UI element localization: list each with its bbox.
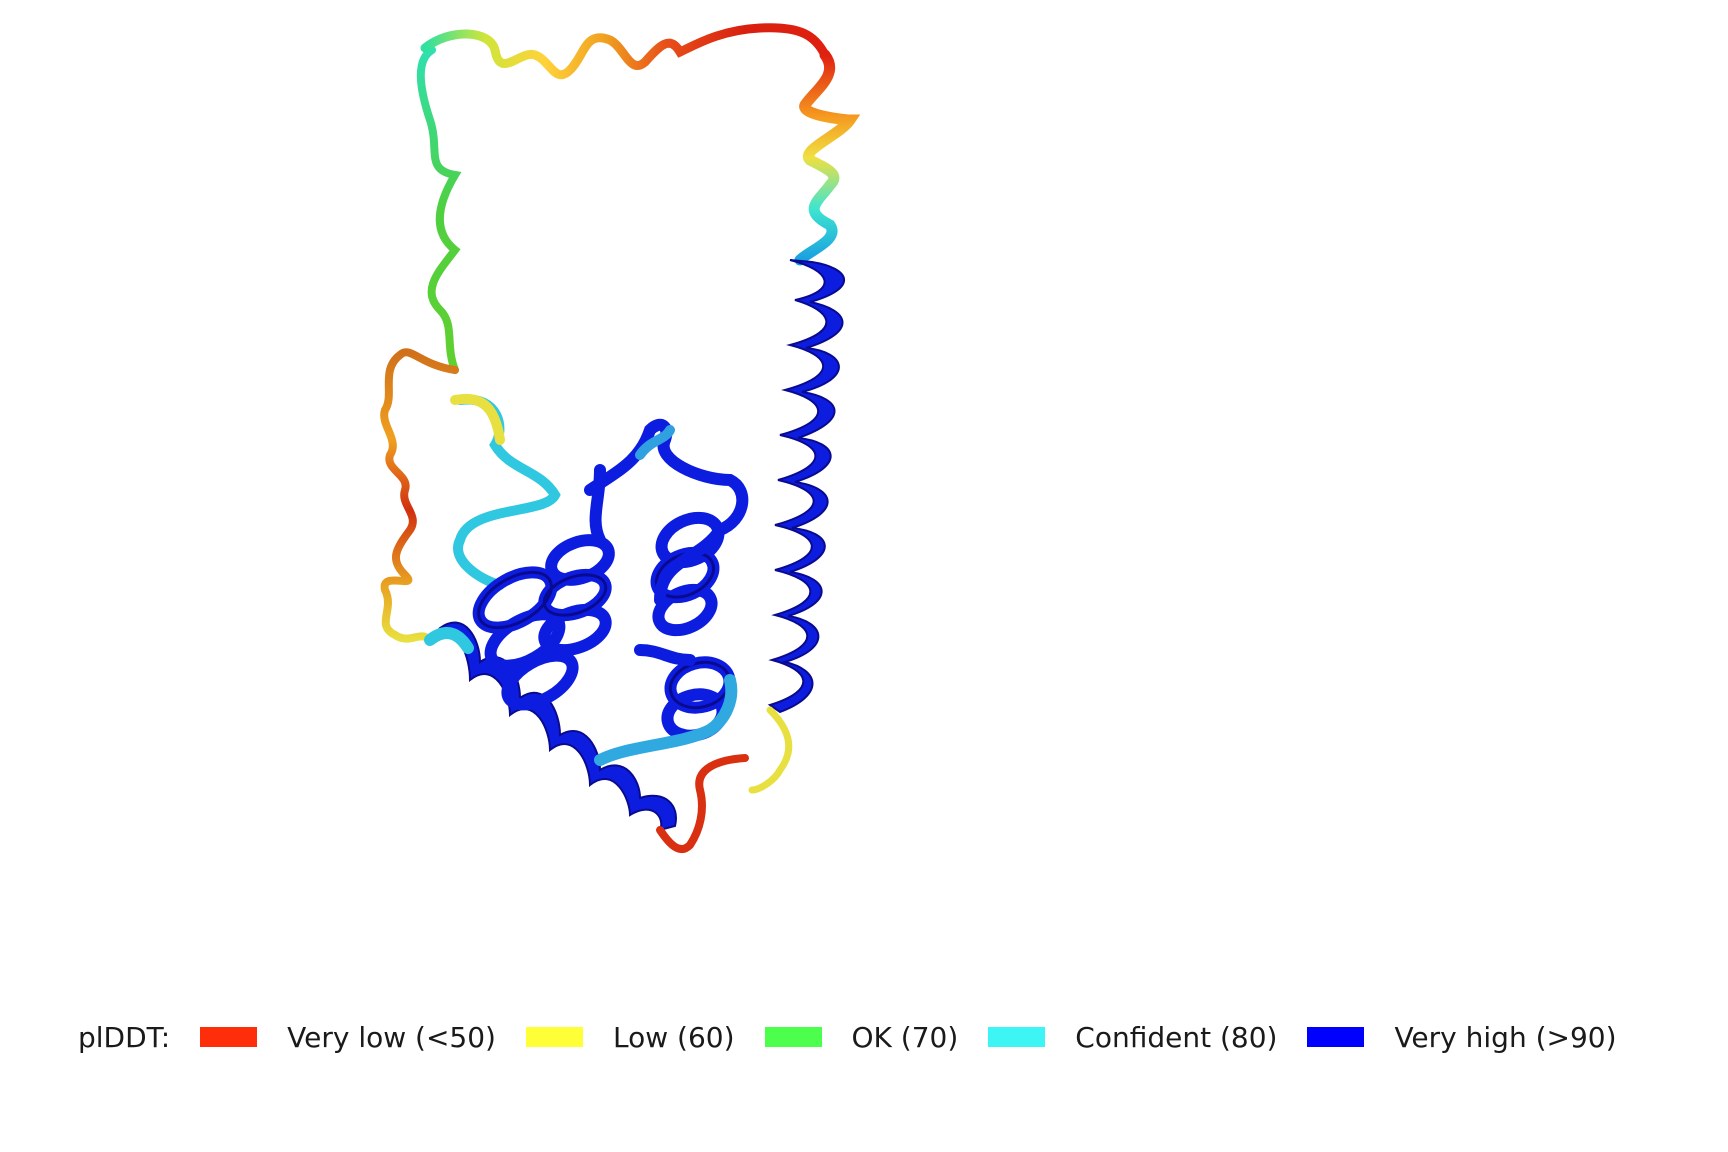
legend-swatch-very-high <box>1307 1027 1365 1047</box>
strand-yellow-cyan <box>453 394 561 590</box>
legend-swatch-ok <box>764 1027 822 1047</box>
legend-label-very-low: Very low (<50) <box>287 1020 496 1054</box>
legend-swatch-low <box>525 1027 583 1047</box>
legend-label-ok: OK (70) <box>851 1020 959 1054</box>
legend-swatch-confident <box>988 1027 1046 1047</box>
loop-top <box>420 23 830 80</box>
loop-left-vertical <box>416 46 462 374</box>
protein-structure-image <box>380 23 861 853</box>
legend-label-low: Low (60) <box>612 1020 735 1054</box>
loop-bottom-red <box>656 754 749 853</box>
loop-right-top <box>794 49 861 266</box>
legend-item-very-low: Very low (<50) <box>200 1021 496 1054</box>
legend-item-low: Low (60) <box>525 1020 735 1054</box>
helix-right <box>767 259 845 714</box>
helix-lower-left <box>429 621 677 832</box>
plddt-legend: plDDT: Very low (<50) Low (60) OK (70) C… <box>78 1015 1647 1059</box>
legend-label-confident: Confident (80) <box>1075 1020 1278 1054</box>
legend-label-very-high: Very high (>90) <box>1394 1020 1617 1054</box>
helix-right-tail <box>748 706 793 794</box>
loop-left-red <box>380 348 459 644</box>
legend-item-confident: Confident (80) <box>988 1021 1277 1054</box>
legend-title: plDDT: <box>78 1020 171 1054</box>
legend-item-ok: OK (70) <box>764 1020 959 1054</box>
legend-item-very-high: Very high (>90) <box>1307 1020 1617 1054</box>
legend-swatch-very-low <box>200 1027 258 1047</box>
